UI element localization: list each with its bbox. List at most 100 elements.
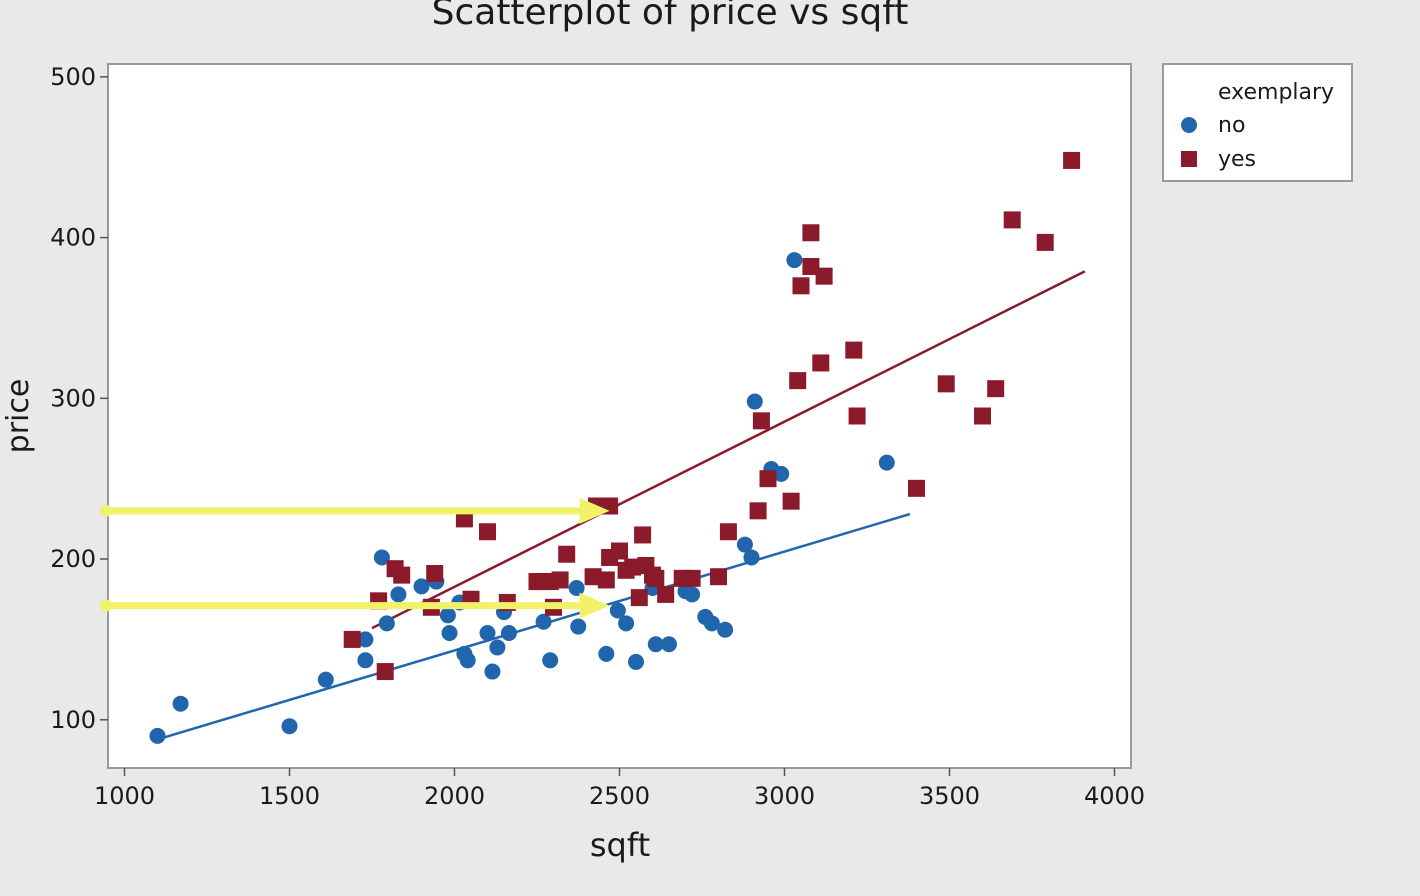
point-yes <box>426 565 444 583</box>
point-yes <box>455 510 473 528</box>
legend-label-no: no <box>1218 113 1245 138</box>
y-tick-label: 500 <box>50 63 96 91</box>
y-tick-label: 100 <box>50 706 96 734</box>
legend-marker-yes <box>1181 151 1197 167</box>
point-yes <box>683 569 701 587</box>
point-yes <box>657 585 675 603</box>
point-no <box>441 624 458 641</box>
point-yes <box>630 589 648 607</box>
point-no <box>786 252 803 269</box>
yellow-arrow <box>100 497 610 524</box>
point-yes <box>1036 233 1054 251</box>
point-yes <box>749 502 767 520</box>
point-no <box>479 624 496 641</box>
point-yes <box>815 267 833 285</box>
point-no <box>484 663 501 680</box>
point-no <box>459 652 476 669</box>
data-points <box>149 151 1081 744</box>
point-no <box>378 615 395 632</box>
x-axis: 1000 1500 2000 2500 3000 3500 4000 <box>94 768 1145 810</box>
point-yes <box>937 375 955 393</box>
arrow-tail <box>100 599 113 612</box>
y-tick-label: 200 <box>50 545 96 573</box>
point-yes <box>551 571 569 589</box>
point-no <box>618 615 635 632</box>
x-tick-label: 1000 <box>94 782 155 810</box>
legend-items: no yes <box>1181 113 1256 172</box>
point-yes <box>343 630 361 648</box>
point-yes <box>1003 211 1021 229</box>
annotation-arrows <box>100 497 610 619</box>
point-yes <box>908 479 925 497</box>
point-yes <box>792 277 810 295</box>
x-tick-label: 3000 <box>754 782 815 810</box>
point-yes <box>558 545 576 563</box>
point-yes <box>584 568 602 586</box>
point-no <box>878 454 895 471</box>
y-tick-label: 300 <box>50 384 96 412</box>
x-axis-label: sqft <box>590 826 650 864</box>
point-yes <box>812 354 830 372</box>
point-yes <box>597 571 615 589</box>
point-no <box>568 579 585 596</box>
point-no <box>743 549 760 566</box>
point-no <box>149 727 166 744</box>
point-no <box>703 615 720 632</box>
point-no <box>357 631 374 648</box>
point-no <box>317 671 334 688</box>
point-no <box>390 586 407 603</box>
y-axis: 100 200 300 400 500 <box>50 63 108 734</box>
point-no <box>661 636 677 653</box>
point-no <box>172 695 189 712</box>
x-tick-label: 2500 <box>589 782 650 810</box>
x-tick-label: 2000 <box>424 782 485 810</box>
point-yes <box>752 412 770 430</box>
yellow-arrow <box>100 592 610 619</box>
chart-title: Scatterplot of price vs sqft <box>432 0 909 33</box>
x-tick-label: 3500 <box>919 782 980 810</box>
point-no <box>281 718 298 735</box>
point-yes <box>1063 151 1081 169</box>
point-no <box>628 653 644 670</box>
point-no <box>684 586 701 603</box>
point-no <box>500 624 517 641</box>
y-axis-label: price <box>1 379 36 454</box>
fit-line-yes <box>371 270 1086 630</box>
point-no <box>413 578 430 595</box>
x-tick-label: 1500 <box>259 782 320 810</box>
x-tick-label: 4000 <box>1084 782 1145 810</box>
point-no <box>542 652 559 669</box>
point-yes <box>624 558 642 576</box>
point-no <box>736 536 753 553</box>
point-yes <box>845 341 863 359</box>
legend: exemplary no yes <box>1162 63 1353 182</box>
arrow-tail <box>100 504 113 517</box>
point-no <box>489 639 506 656</box>
point-no <box>373 549 390 566</box>
plot-area <box>107 63 1132 769</box>
point-yes <box>611 542 628 560</box>
point-no <box>746 393 763 410</box>
point-no <box>598 645 615 662</box>
point-no <box>647 636 664 653</box>
legend-label-yes: yes <box>1218 147 1256 172</box>
point-yes <box>987 380 1005 398</box>
point-yes <box>393 566 411 584</box>
point-yes <box>376 663 394 681</box>
point-yes <box>647 569 665 587</box>
point-no <box>609 602 626 619</box>
y-tick-label: 400 <box>50 224 96 252</box>
point-no <box>717 621 734 638</box>
point-no <box>773 465 790 482</box>
point-yes <box>782 492 800 510</box>
point-no <box>439 607 456 624</box>
point-yes <box>719 523 737 541</box>
point-no <box>535 613 552 630</box>
legend-marker-no <box>1181 117 1197 133</box>
point-no <box>570 618 587 635</box>
point-yes <box>802 258 820 276</box>
point-yes <box>848 407 866 425</box>
arrow-head <box>579 592 610 619</box>
